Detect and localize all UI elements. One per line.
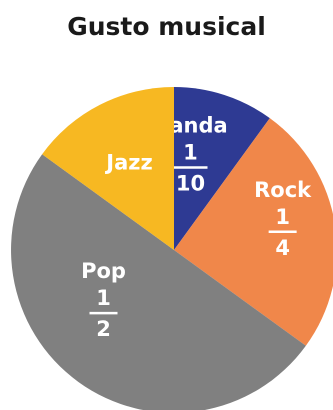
fraction-denominator-banda: 10: [176, 171, 205, 195]
chart-title: Gusto musical: [67, 12, 266, 41]
fraction-numerator-banda: 1: [183, 140, 198, 164]
pie-slice-pop: [11, 154, 306, 410]
pie-slice-rock: [174, 118, 333, 346]
pie-slice-jazz: [42, 87, 174, 250]
slice-label-rock: Rock: [254, 178, 312, 202]
fraction-numerator-rock: 1: [275, 205, 290, 229]
slice-label-group-rock: Rock 1 4: [254, 178, 312, 260]
slice-label-pop: Pop: [81, 259, 126, 283]
slice-label-jazz: Jazz: [104, 151, 152, 175]
fraction-numerator-pop: 1: [96, 286, 111, 310]
slice-label-group-pop: Pop 1 2: [81, 259, 126, 341]
slice-label-group-jazz: Jazz: [104, 151, 152, 175]
pie-slice-banda: [174, 87, 270, 250]
fraction-denominator-pop: 2: [96, 317, 111, 341]
fraction-denominator-rock: 4: [275, 236, 290, 260]
